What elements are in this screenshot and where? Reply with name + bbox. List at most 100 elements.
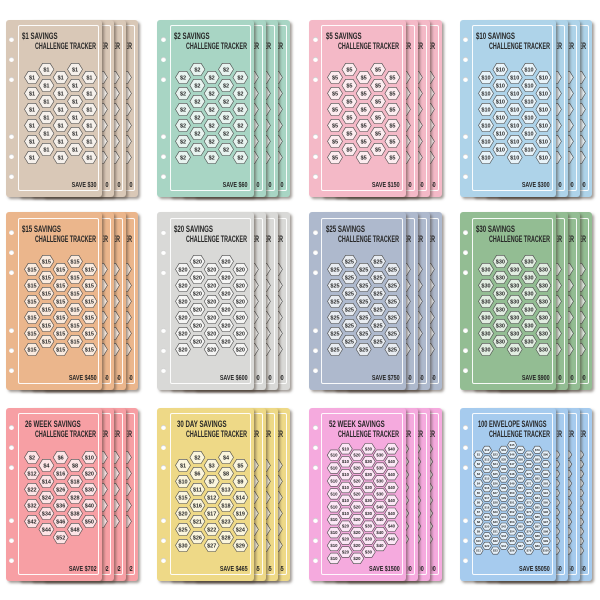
- svg-text:$25: $25: [345, 340, 354, 346]
- svg-text:$40: $40: [376, 530, 384, 535]
- svg-text:$25: $25: [345, 308, 354, 314]
- svg-text:$10: $10: [342, 472, 350, 477]
- svg-text:$15: $15: [84, 332, 93, 338]
- svg-text:$30: $30: [365, 459, 373, 464]
- svg-text:$15: $15: [56, 332, 65, 338]
- svg-text:$1: $1: [86, 91, 92, 97]
- svg-text:$2: $2: [180, 139, 186, 145]
- svg-text:$1: $1: [29, 75, 35, 81]
- svg-text:$1: $1: [29, 91, 35, 97]
- svg-text:$28: $28: [492, 500, 497, 504]
- svg-text:$30: $30: [84, 487, 93, 493]
- svg-text:$25: $25: [373, 292, 382, 298]
- svg-text:$30: $30: [376, 491, 384, 496]
- svg-text:$20: $20: [353, 555, 361, 560]
- svg-text:$62: $62: [518, 495, 523, 499]
- svg-text:$1: $1: [86, 139, 92, 145]
- svg-text:$10: $10: [481, 107, 490, 113]
- svg-text:$5: $5: [476, 491, 480, 495]
- svg-text:$15: $15: [70, 260, 79, 266]
- svg-text:$73: $73: [526, 500, 531, 504]
- svg-text:$12: $12: [484, 447, 489, 451]
- svg-text:$26: $26: [56, 487, 65, 493]
- svg-text:$18: $18: [222, 503, 231, 509]
- svg-text:$15: $15: [84, 348, 93, 354]
- svg-text:$50: $50: [84, 519, 93, 525]
- svg-text:$28: $28: [222, 535, 231, 541]
- svg-text:$91: $91: [543, 462, 548, 466]
- svg-text:$25: $25: [388, 332, 397, 338]
- svg-text:$2: $2: [476, 462, 480, 466]
- svg-text:$84: $84: [534, 495, 539, 499]
- svg-text:$5: $5: [375, 67, 381, 73]
- svg-text:$36: $36: [501, 467, 506, 471]
- svg-text:$21: $21: [484, 534, 489, 538]
- svg-text:$20: $20: [342, 549, 350, 554]
- svg-text:$30: $30: [538, 316, 547, 322]
- svg-text:$2: $2: [209, 123, 215, 129]
- svg-text:$25: $25: [359, 268, 368, 274]
- svg-text:$15: $15: [27, 284, 36, 290]
- svg-text:$30: $30: [495, 308, 504, 314]
- svg-text:$15: $15: [41, 324, 50, 330]
- svg-text:$46: $46: [56, 519, 65, 525]
- svg-text:$15: $15: [70, 308, 79, 314]
- svg-text:$25: $25: [330, 316, 339, 322]
- svg-text:$20: $20: [179, 332, 188, 338]
- svg-text:$11: $11: [193, 487, 202, 493]
- svg-text:$59: $59: [518, 467, 523, 471]
- svg-text:$10: $10: [481, 91, 490, 97]
- svg-text:$20: $20: [179, 284, 188, 290]
- svg-text:$20: $20: [193, 308, 202, 314]
- svg-text:$25: $25: [373, 340, 382, 346]
- svg-text:$30: $30: [365, 536, 373, 541]
- svg-text:$1: $1: [57, 75, 63, 81]
- svg-text:$5: $5: [389, 123, 395, 129]
- svg-text:$15: $15: [27, 332, 36, 338]
- svg-text:$20: $20: [236, 348, 245, 354]
- svg-text:$30: $30: [524, 292, 533, 298]
- svg-text:$30: $30: [524, 276, 533, 282]
- svg-text:$15: $15: [84, 300, 93, 306]
- svg-text:$94: $94: [543, 491, 548, 495]
- svg-text:$5: $5: [375, 99, 381, 105]
- svg-text:$30: $30: [495, 292, 504, 298]
- svg-text:$2: $2: [180, 123, 186, 129]
- svg-text:$8: $8: [223, 471, 229, 477]
- svg-text:$1: $1: [72, 131, 78, 137]
- svg-text:$10: $10: [330, 504, 338, 509]
- svg-text:$17: $17: [484, 495, 489, 499]
- svg-text:$20: $20: [179, 316, 188, 322]
- svg-text:$99: $99: [543, 539, 548, 543]
- svg-text:$25: $25: [388, 268, 397, 274]
- svg-text:$80: $80: [534, 457, 539, 461]
- svg-text:$5: $5: [346, 115, 352, 121]
- svg-text:$44: $44: [501, 543, 506, 547]
- svg-text:$64: $64: [518, 515, 523, 519]
- svg-text:$30: $30: [481, 284, 490, 290]
- svg-text:$20: $20: [222, 308, 231, 314]
- svg-text:$89: $89: [534, 543, 539, 547]
- svg-text:$26: $26: [193, 535, 202, 541]
- svg-text:$30: $30: [481, 348, 490, 354]
- svg-text:$69: $69: [526, 462, 531, 466]
- svg-text:$15: $15: [484, 476, 489, 480]
- svg-text:$20: $20: [353, 478, 361, 483]
- svg-text:$95: $95: [543, 500, 548, 504]
- svg-text:$20: $20: [236, 332, 245, 338]
- svg-text:$9: $9: [238, 479, 244, 485]
- svg-text:$81: $81: [534, 467, 539, 471]
- svg-text:$30: $30: [538, 268, 547, 274]
- svg-text:$6: $6: [195, 471, 201, 477]
- svg-text:$10: $10: [330, 465, 338, 470]
- svg-text:$20: $20: [193, 292, 202, 298]
- svg-text:$30: $30: [365, 510, 373, 515]
- svg-text:$2: $2: [223, 147, 229, 153]
- svg-text:$15: $15: [84, 268, 93, 274]
- svg-text:$25: $25: [388, 300, 397, 306]
- svg-text:$30: $30: [365, 485, 373, 490]
- svg-text:$1: $1: [43, 67, 49, 73]
- svg-text:$15: $15: [27, 300, 36, 306]
- svg-text:$25: $25: [388, 316, 397, 322]
- svg-text:$10: $10: [481, 75, 490, 81]
